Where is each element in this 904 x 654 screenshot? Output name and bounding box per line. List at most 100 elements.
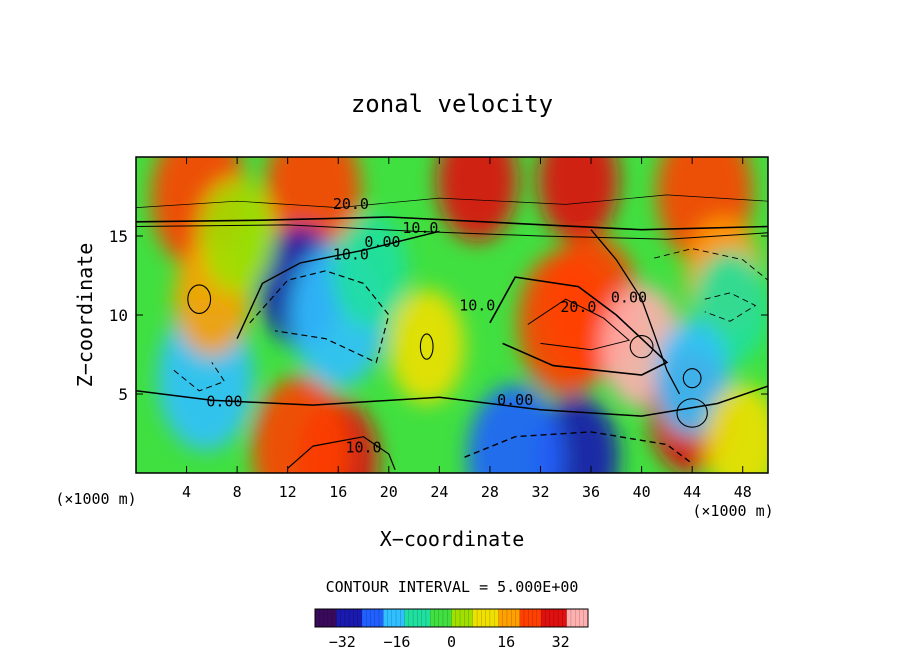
colorbar-tick-label: 0 bbox=[447, 633, 456, 651]
colorbar-cell bbox=[378, 609, 384, 627]
contour-loop bbox=[629, 334, 654, 359]
colorbar-cell bbox=[566, 609, 572, 627]
contour-label: 20.0 bbox=[333, 195, 369, 213]
contour-line bbox=[136, 194, 768, 208]
contour-label: 10.0 bbox=[402, 219, 438, 237]
contour-loop bbox=[187, 284, 212, 314]
colorbar-cell bbox=[332, 609, 337, 627]
x-tick-label: 36 bbox=[582, 483, 600, 501]
colorbar-cell bbox=[515, 609, 521, 627]
contour-label: 0.00 bbox=[611, 288, 647, 306]
colorbar-cell bbox=[442, 609, 448, 627]
colorbar-cell bbox=[562, 609, 568, 627]
colorbar-cell bbox=[391, 609, 397, 627]
x-unit-right: (×1000 m) bbox=[692, 502, 773, 520]
contour-loop bbox=[419, 333, 434, 360]
colorbar-cell bbox=[417, 609, 423, 627]
contour-loop bbox=[676, 398, 708, 428]
x-tick-label: 40 bbox=[633, 483, 651, 501]
y-axis: 5 10 15 bbox=[109, 227, 768, 404]
colorbar-cell bbox=[370, 609, 376, 627]
field-feature bbox=[199, 178, 276, 294]
colorbar-cell bbox=[434, 609, 440, 627]
colorbar: −32 −16 0 16 32 bbox=[314, 608, 589, 651]
colorbar-cell bbox=[570, 609, 576, 627]
colorbar-cell bbox=[396, 609, 401, 627]
colorbar-cell bbox=[400, 609, 406, 627]
colorbar-cell bbox=[549, 609, 555, 627]
contour-line bbox=[704, 292, 757, 322]
x-tick-label: 28 bbox=[481, 483, 499, 501]
colorbar-cell bbox=[579, 609, 585, 627]
contour-line bbox=[173, 362, 226, 392]
x-axis: 4 8 12 16 20 24 28 32 36 40 44 48 bbox=[182, 157, 752, 501]
colorbar-cell bbox=[349, 609, 354, 627]
contour-interval-label: CONTOUR INTERVAL = 5.000E+00 bbox=[326, 578, 579, 596]
colorbar-cell bbox=[383, 609, 389, 627]
x-unit-left: (×1000 m) bbox=[55, 490, 136, 508]
colorbar-cell bbox=[315, 609, 320, 627]
contour-label: 20.0 bbox=[560, 298, 596, 316]
colorbar-cell bbox=[489, 609, 495, 627]
colorbar-cell bbox=[498, 609, 504, 627]
colorbar-cell bbox=[494, 609, 499, 627]
colorbar-cell bbox=[361, 609, 367, 627]
field-feature bbox=[252, 376, 349, 473]
contour-loop bbox=[682, 368, 702, 389]
colorbar-cell bbox=[344, 609, 350, 627]
contour-line bbox=[464, 431, 693, 465]
colorbar-cell bbox=[502, 609, 508, 627]
y-tick-label: 10 bbox=[109, 306, 128, 325]
x-tick-label: 24 bbox=[430, 483, 448, 501]
colorbar-frame bbox=[314, 608, 589, 628]
x-axis-label: X−coordinate bbox=[380, 527, 525, 551]
x-tick-label: 48 bbox=[734, 483, 752, 501]
colorbar-tick-label: 16 bbox=[497, 633, 515, 651]
colorbar-cell bbox=[481, 609, 487, 627]
colorbar-cell bbox=[506, 609, 512, 627]
contour-line bbox=[654, 248, 768, 281]
colorbar-cell bbox=[323, 609, 329, 627]
field-feature bbox=[517, 250, 614, 396]
field-feature bbox=[331, 213, 408, 329]
colorbar-cell bbox=[374, 609, 380, 627]
colorbar-cell bbox=[413, 609, 418, 627]
colorbar-cell bbox=[387, 609, 393, 627]
colorbar-cell bbox=[536, 609, 542, 627]
colorbar-cell bbox=[357, 609, 363, 627]
colorbar-cell bbox=[558, 609, 563, 627]
field-feature bbox=[537, 157, 619, 242]
x-tick-label: 8 bbox=[233, 483, 242, 501]
field-feature bbox=[467, 384, 564, 473]
x-tick-label: 44 bbox=[683, 483, 701, 501]
chart-title: zonal velocity bbox=[351, 90, 553, 118]
contour-line bbox=[287, 436, 396, 471]
colorbar-cell bbox=[425, 609, 431, 627]
x-tick-label: 16 bbox=[329, 483, 347, 501]
contour-line bbox=[527, 298, 631, 351]
colorbar-cell bbox=[353, 609, 359, 627]
colorbar-cell bbox=[511, 609, 516, 627]
colorbar-cell bbox=[528, 609, 534, 627]
colorbar-cell bbox=[485, 609, 491, 627]
x-tick-label: 20 bbox=[380, 483, 398, 501]
x-tick-label: 32 bbox=[531, 483, 549, 501]
colorbar-cell bbox=[519, 609, 525, 627]
colorbar-cell bbox=[545, 609, 551, 627]
colorbar-cell bbox=[404, 609, 410, 627]
colorbar-tick-label: −16 bbox=[383, 633, 410, 651]
colorbar-cell bbox=[524, 609, 529, 627]
contour-line bbox=[236, 230, 440, 339]
colorbar-tick-label: −32 bbox=[329, 633, 356, 651]
velocity-field bbox=[136, 157, 768, 473]
colorbar-cell bbox=[327, 609, 333, 627]
colorbar-cell bbox=[464, 609, 470, 627]
colorbar-cell bbox=[532, 609, 538, 627]
y-axis-label: Z−coordinate bbox=[73, 243, 97, 388]
field-feature bbox=[388, 289, 465, 404]
contour-label: 0.00 bbox=[364, 233, 400, 251]
colorbar-cell bbox=[541, 609, 546, 627]
contour-label: 0.00 bbox=[497, 391, 533, 409]
colorbar-cell bbox=[468, 609, 474, 627]
